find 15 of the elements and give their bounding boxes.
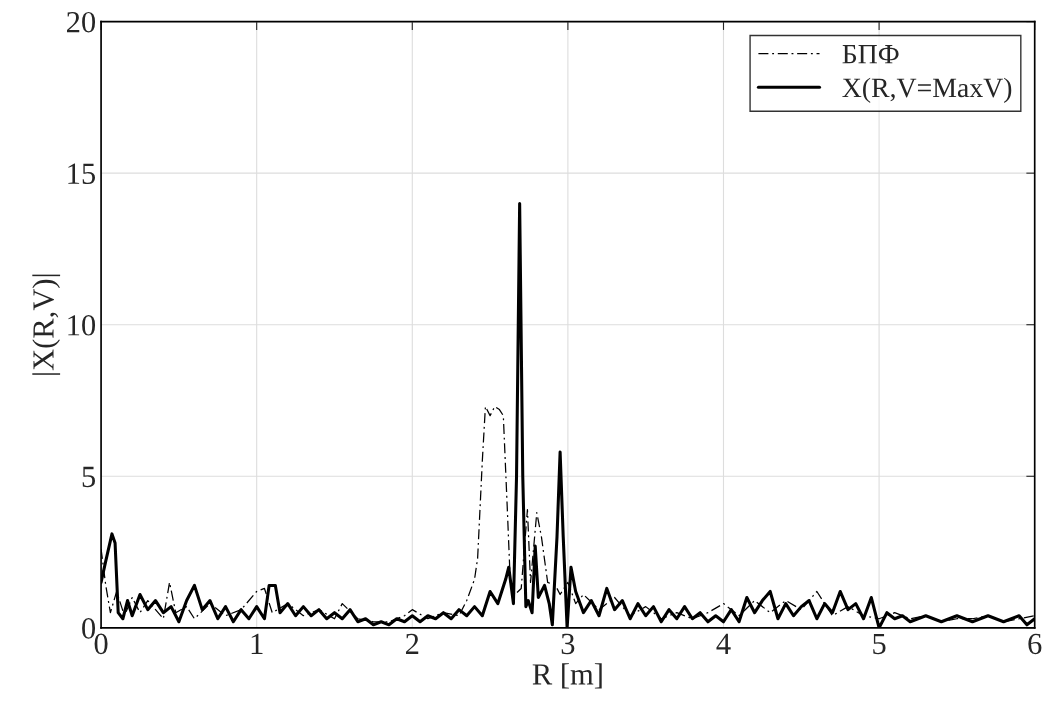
x-tick-label: 6	[1028, 633, 1042, 655]
y-axis-title: |X(R,V)|	[32, 274, 61, 375]
legend-label: X(R,V=MaxV)	[842, 77, 1012, 103]
y-tick-label: 5	[82, 466, 96, 488]
x-tick-label: 2	[405, 633, 419, 654]
y-tick-label: 10	[68, 315, 96, 336]
x-tick-label: 3	[561, 633, 575, 655]
y-tick-label: 0	[82, 618, 96, 639]
legend-label: БПФ	[842, 45, 899, 64]
x-tick-label: 4	[716, 633, 731, 654]
x-tick-label: 1	[251, 633, 263, 654]
y-tick-label: 15	[68, 163, 96, 185]
x-axis-title: R [m]	[532, 663, 602, 689]
y-tick-label: 20	[67, 11, 96, 33]
x-tick-label: 5	[873, 633, 886, 655]
